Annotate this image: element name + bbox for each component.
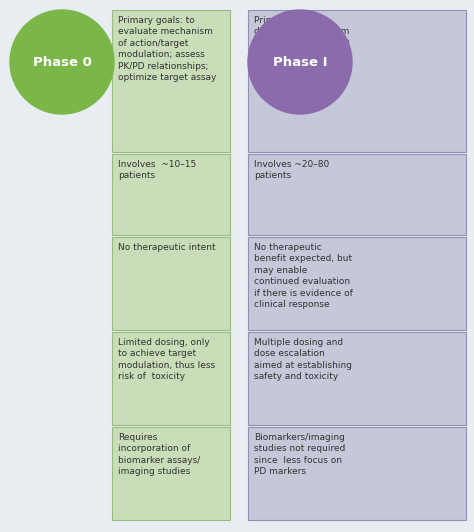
- FancyBboxPatch shape: [248, 237, 466, 330]
- FancyBboxPatch shape: [112, 10, 230, 152]
- FancyBboxPatch shape: [112, 427, 230, 520]
- Text: Biomarkers/imaging
studies not required
since  less focus on
PD markers: Biomarkers/imaging studies not required …: [254, 433, 346, 476]
- FancyBboxPatch shape: [248, 332, 466, 425]
- Text: Involves ~20–80
patients: Involves ~20–80 patients: [254, 160, 329, 180]
- Circle shape: [10, 10, 114, 114]
- Text: No therapeutic intent: No therapeutic intent: [118, 243, 216, 252]
- FancyBboxPatch shape: [248, 10, 466, 152]
- FancyBboxPatch shape: [248, 427, 466, 520]
- Text: Requires
incorporation of
biomarker assays/
imaging studies: Requires incorporation of biomarker assa…: [118, 433, 200, 476]
- Circle shape: [248, 10, 352, 114]
- Text: No therapeutic
benefit expected, but
may enable
continued evaluation
if there is: No therapeutic benefit expected, but may…: [254, 243, 353, 309]
- Text: Involves  ~10–15
patients: Involves ~10–15 patients: [118, 160, 196, 180]
- FancyBboxPatch shape: [112, 237, 230, 330]
- FancyBboxPatch shape: [112, 154, 230, 235]
- Text: Limited dosing, only
to achieve target
modulation, thus less
risk of  toxicity: Limited dosing, only to achieve target m…: [118, 338, 215, 381]
- Text: Phase 0: Phase 0: [33, 55, 91, 69]
- Text: Phase I: Phase I: [273, 55, 327, 69]
- FancyBboxPatch shape: [112, 332, 230, 425]
- FancyBboxPatch shape: [248, 154, 466, 235]
- Text: Multiple dosing and
dose escalation
aimed at establishing
safety and toxicity: Multiple dosing and dose escalation aime…: [254, 338, 352, 381]
- Text: Primary goals: to
evaluate mechanism
of action/target
modulation; assess
PK/PD r: Primary goals: to evaluate mechanism of …: [118, 16, 216, 82]
- Text: Primary goal: to
determine maximum
tolerated dose (MTD): Primary goal: to determine maximum toler…: [254, 16, 350, 48]
